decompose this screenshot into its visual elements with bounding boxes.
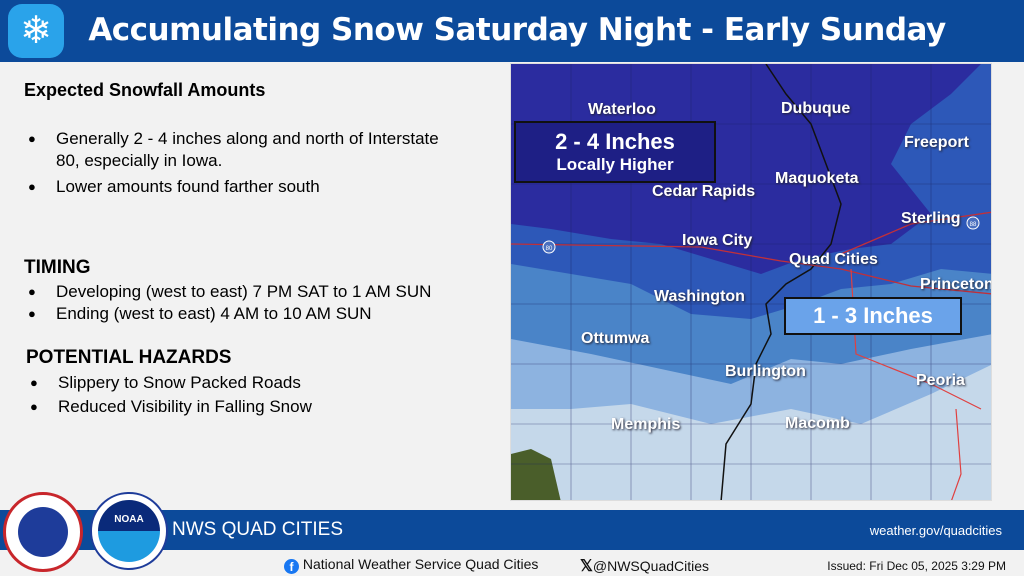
twitter-link[interactable]: 𝕏@NWSQuadCities xyxy=(580,556,709,576)
city-label: Freeport xyxy=(904,134,969,151)
svg-text:88: 88 xyxy=(970,222,977,228)
footer-bar: NWS QUAD CITIES weather.gov/quadcities xyxy=(0,510,1024,550)
snowflake-icon: ❄ xyxy=(8,4,64,58)
city-label: Princeton xyxy=(920,276,992,293)
amount-note: Locally Higher xyxy=(556,155,674,174)
timing-heading: TIMING xyxy=(24,257,91,278)
mississippi-river xyxy=(720,64,842,500)
shield-88: 88 xyxy=(966,216,980,230)
city-label: Cedar Rapids xyxy=(652,183,756,200)
twitter-label: @NWSQuadCities xyxy=(592,558,710,574)
interstate-80 xyxy=(511,243,991,295)
city-label: Ottumwa xyxy=(581,330,650,347)
x-icon: 𝕏 xyxy=(580,558,593,575)
band-1 xyxy=(511,64,981,274)
timing-list: Developing (west to east) 7 PM SAT to 1 … xyxy=(24,281,494,325)
hazards-heading: POTENTIAL HAZARDS xyxy=(26,347,232,368)
city-label: Waterloo xyxy=(588,101,656,118)
city-label: Iowa City xyxy=(682,232,753,249)
facebook-icon: f xyxy=(284,559,299,574)
city-label: Washington xyxy=(654,288,745,305)
green-terrain xyxy=(511,449,561,500)
city-label: Dubuque xyxy=(781,100,851,117)
interstate-88 xyxy=(840,211,991,255)
snow-amount-box-high: 2 - 4 Inches Locally Higher xyxy=(514,121,716,183)
city-label: Macomb xyxy=(785,415,850,432)
facebook-link[interactable]: f National Weather Service Quad Cities xyxy=(284,556,538,574)
snowfall-map: 80 88 Waterloo Dubuque Freeport Maquoket… xyxy=(510,63,992,501)
city-label: Quad Cities xyxy=(789,251,878,268)
list-item: Reduced Visibility in Falling Snow xyxy=(26,396,496,418)
shield-80: 80 xyxy=(542,240,556,254)
list-item: Ending (west to east) 4 AM to 10 AM SUN xyxy=(24,303,494,325)
city-label: Maquoketa xyxy=(775,170,859,187)
snowfall-heading: Expected Snowfall Amounts xyxy=(24,80,266,100)
list-item: Generally 2 - 4 inches along and north o… xyxy=(24,128,444,172)
office-name: NWS QUAD CITIES xyxy=(172,519,344,540)
hazards-list: Slippery to Snow Packed Roads Reduced Vi… xyxy=(26,372,496,418)
issued-time: Issued: Fri Dec 05, 2025 3:29 PM xyxy=(827,559,1006,573)
city-label: Peoria xyxy=(916,372,965,389)
facebook-label: National Weather Service Quad Cities xyxy=(302,556,539,572)
website-link[interactable]: weather.gov/quadcities xyxy=(869,523,1002,538)
snowfall-list: Generally 2 - 4 inches along and north o… xyxy=(24,128,444,198)
header: ❄ Accumulating Snow Saturday Night - Ear… xyxy=(0,0,1024,62)
nws-logo xyxy=(3,492,83,572)
page-title: Accumulating Snow Saturday Night - Early… xyxy=(88,12,946,48)
list-item: Slippery to Snow Packed Roads xyxy=(26,372,496,394)
amount-text: 2 - 4 Inches xyxy=(555,129,675,154)
list-item: Developing (west to east) 7 PM SAT to 1 … xyxy=(24,281,494,303)
city-label: Burlington xyxy=(725,363,806,380)
list-item: Lower amounts found farther south xyxy=(24,176,444,198)
noaa-logo: NOAA xyxy=(90,492,168,570)
svg-text:80: 80 xyxy=(546,246,553,252)
city-label: Memphis xyxy=(611,416,681,433)
snow-amount-box-low: 1 - 3 Inches xyxy=(784,297,962,335)
city-label: Sterling xyxy=(901,210,961,227)
